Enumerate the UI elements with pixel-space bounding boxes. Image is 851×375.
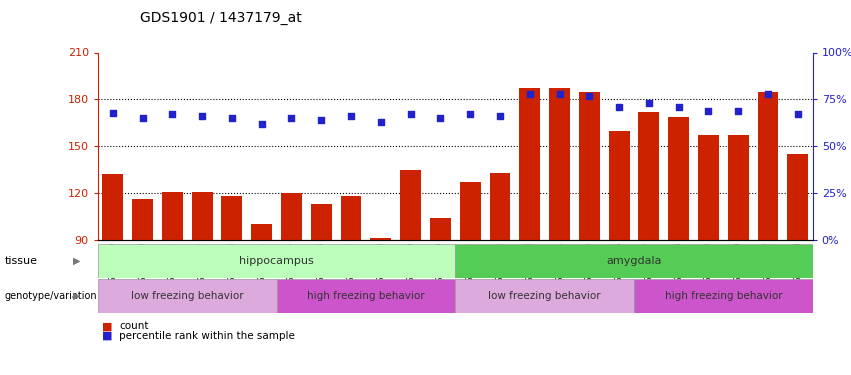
Bar	[221, 196, 243, 240]
Bar	[757, 92, 779, 240]
Bar	[98, 244, 455, 278]
Point	[672, 104, 686, 110]
Text: ■: ■	[102, 331, 112, 340]
Point	[553, 91, 567, 97]
Point	[106, 110, 119, 116]
Bar	[634, 279, 813, 313]
Point	[225, 115, 238, 121]
Point	[612, 104, 625, 110]
Text: genotype/variation: genotype/variation	[4, 291, 97, 301]
Text: GDS1901 / 1437179_at: GDS1901 / 1437179_at	[140, 11, 302, 25]
Point	[284, 115, 298, 121]
Bar	[460, 182, 481, 240]
Text: ▶: ▶	[73, 291, 80, 301]
Bar	[430, 218, 451, 240]
Text: ■: ■	[102, 321, 112, 331]
Bar	[489, 173, 511, 240]
Bar	[98, 279, 277, 313]
Bar	[277, 279, 455, 313]
Bar	[608, 130, 630, 240]
Point	[196, 113, 209, 119]
Point	[582, 93, 596, 99]
Bar	[728, 135, 749, 240]
Bar	[162, 192, 183, 240]
Point	[642, 100, 655, 106]
Point	[374, 119, 387, 125]
Point	[523, 91, 536, 97]
Point	[731, 108, 745, 114]
Point	[255, 121, 269, 127]
Bar	[102, 174, 123, 240]
Bar	[340, 196, 362, 240]
Bar	[455, 279, 634, 313]
Text: low freezing behavior: low freezing behavior	[131, 291, 243, 301]
Text: ▶: ▶	[73, 256, 80, 266]
Text: percentile rank within the sample: percentile rank within the sample	[119, 331, 295, 340]
Point	[701, 108, 715, 114]
Point	[493, 113, 506, 119]
Bar	[698, 135, 719, 240]
Text: hippocampus: hippocampus	[239, 256, 314, 266]
Point	[463, 111, 477, 117]
Bar	[668, 117, 689, 240]
Bar	[519, 88, 540, 240]
Point	[315, 117, 328, 123]
Text: low freezing behavior: low freezing behavior	[488, 291, 601, 301]
Bar	[549, 88, 570, 240]
Point	[761, 91, 774, 97]
Bar	[132, 200, 153, 240]
Point	[791, 111, 805, 117]
Bar	[787, 154, 808, 240]
Bar	[281, 193, 302, 240]
Point	[136, 115, 150, 121]
Text: high freezing behavior: high freezing behavior	[665, 291, 782, 301]
Text: tissue: tissue	[4, 256, 37, 266]
Text: amygdala: amygdala	[606, 256, 662, 266]
Bar	[455, 244, 813, 278]
Bar	[251, 224, 272, 240]
Bar	[579, 92, 600, 240]
Point	[433, 115, 448, 121]
Point	[165, 111, 179, 117]
Text: high freezing behavior: high freezing behavior	[307, 291, 425, 301]
Point	[403, 111, 417, 117]
Bar	[191, 192, 213, 240]
Text: count: count	[119, 321, 149, 331]
Bar	[638, 112, 660, 240]
Bar	[400, 170, 421, 240]
Bar	[370, 238, 391, 240]
Bar	[311, 204, 332, 240]
Point	[344, 113, 357, 119]
